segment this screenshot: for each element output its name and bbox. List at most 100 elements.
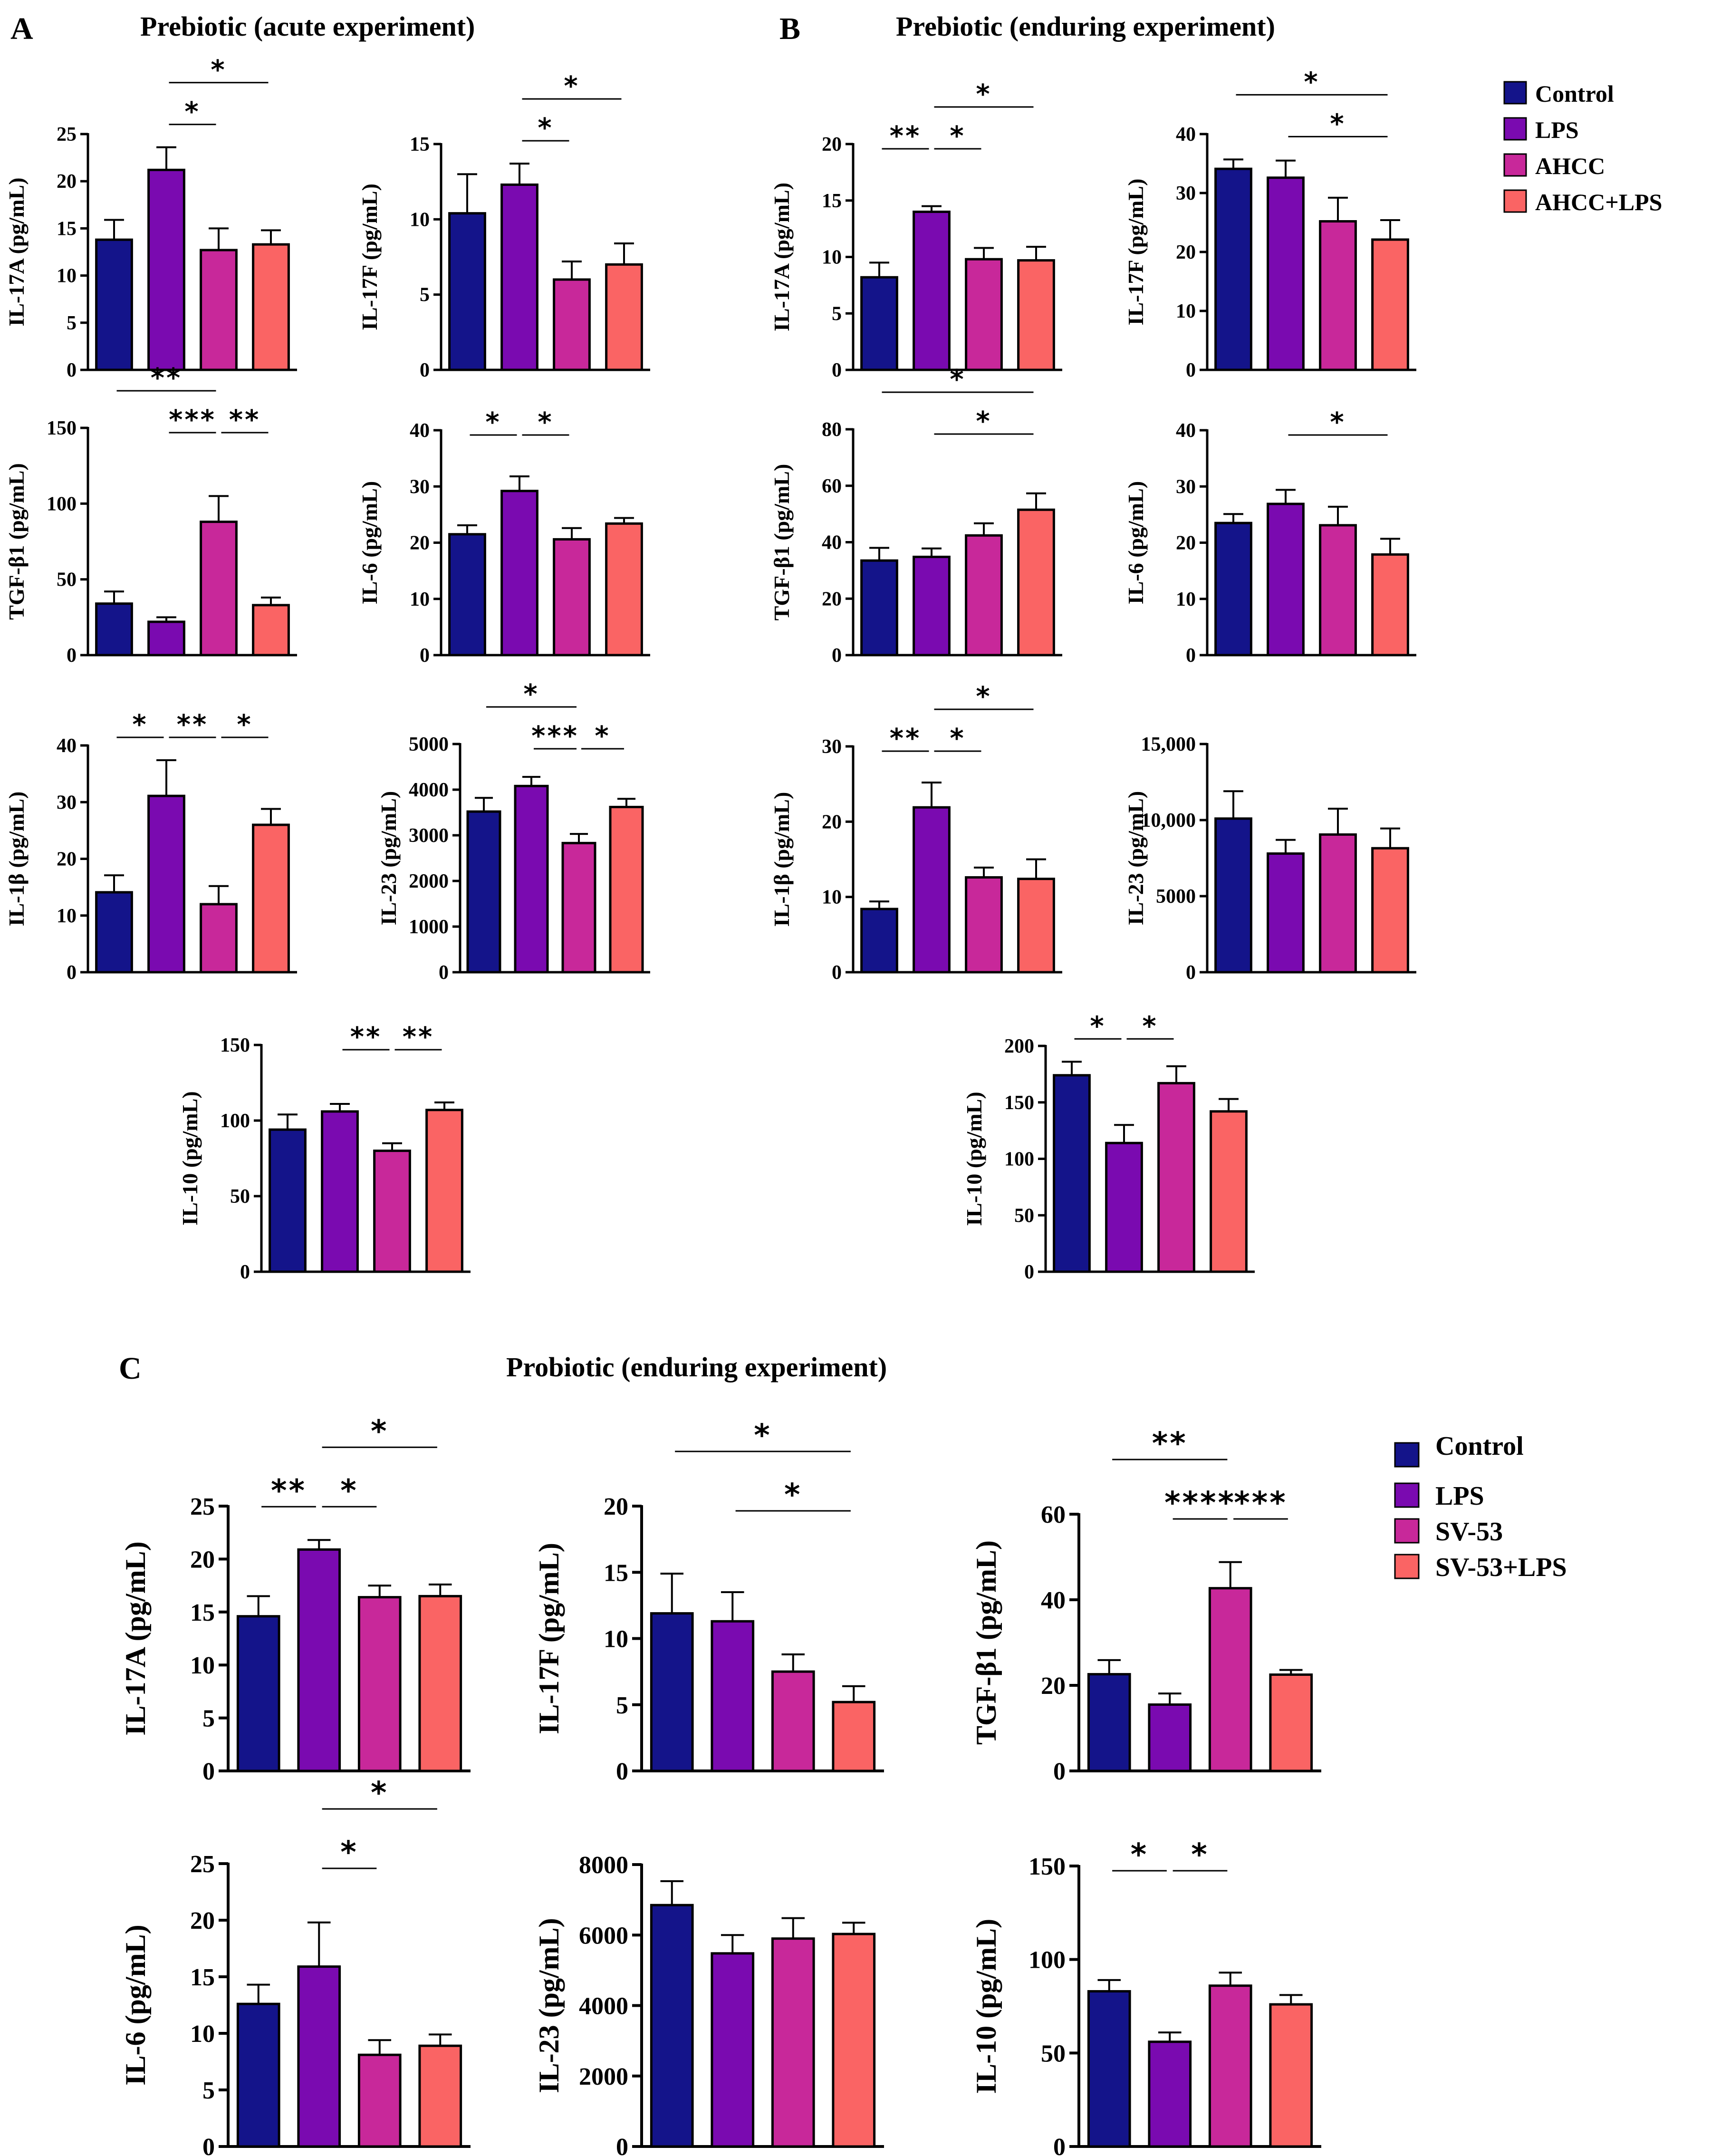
significance-label: *: [1131, 1837, 1148, 1873]
bar-control: [236, 2002, 280, 2148]
significance-label: *: [595, 721, 610, 752]
y-tick-label: 20: [57, 171, 77, 193]
bar-control: [1053, 1074, 1091, 1273]
y-tick-label: 10: [190, 2021, 215, 2048]
bar-control: [466, 810, 501, 974]
chart-a-il17a: 0 5 10 15 20 25 IL-17A (pg/mL) * *: [4, 55, 297, 381]
y-tick-label: 20: [1176, 532, 1196, 554]
bar-ahcc: [1319, 524, 1357, 657]
y-tick-label: 0: [832, 962, 842, 984]
panel-b-title: Prebiotic (enduring experiment): [896, 11, 1275, 42]
significance-label: *: [371, 1776, 388, 1811]
y-tick-label: 25: [57, 124, 77, 145]
y-axis-label: IL-6 (pg/mL): [120, 1924, 151, 2085]
bar-control: [269, 1128, 307, 1273]
bar-lps: [711, 1952, 755, 2148]
y-tick-label: 25: [190, 1851, 215, 1878]
y-tick-label: 10: [190, 1652, 215, 1679]
y-tick-label: 6000: [579, 1922, 628, 1949]
y-tick-label: 4000: [409, 779, 449, 801]
y-tick-label: 10: [822, 247, 842, 269]
significance-label: ***: [169, 405, 216, 435]
significance-label: **: [890, 723, 922, 754]
bar-ahcc-lps: [605, 522, 643, 657]
y-tick-label: 10: [1176, 300, 1196, 322]
significance-label: *: [1191, 1837, 1209, 1873]
significance-label: *: [1142, 1011, 1158, 1042]
legend-ab-swatch-ahcc-lps: [1503, 189, 1527, 213]
bar-control: [448, 212, 486, 371]
significance-label: **: [403, 1022, 434, 1053]
bar-lps: [297, 1965, 341, 2148]
y-tick-label: 50: [57, 569, 77, 591]
significance-label: *: [976, 406, 991, 437]
legend-ab-label-control: Control: [1535, 80, 1614, 107]
y-tick-label: 0: [832, 645, 842, 667]
bar-control: [1087, 1673, 1131, 1772]
y-tick-label: 15: [822, 190, 842, 212]
y-tick-label: 20: [190, 1546, 215, 1573]
y-axis-label: IL-6 (pg/mL): [1124, 481, 1148, 604]
bar-sv-53-lps: [418, 2044, 462, 2148]
panel-c-title: Probiotic (enduring experiment): [506, 1352, 887, 1383]
y-tick-label: 50: [230, 1186, 250, 1208]
bar-ahcc: [1157, 1082, 1195, 1273]
chart-b-il17f: 0 10 20 30 40 IL-17F (pg/mL) * *: [1124, 67, 1416, 381]
legend-c-label-control: Control: [1435, 1431, 1524, 1461]
y-tick-label: 5: [202, 1705, 215, 1732]
bar-sv-53: [1208, 1984, 1252, 2148]
significance-label: ***: [1234, 1486, 1287, 1521]
bar-sv-53: [771, 1937, 815, 2148]
y-tick-label: 0: [67, 359, 77, 381]
bar-ahcc: [373, 1150, 411, 1273]
legend-c-swatch-lps: [1394, 1482, 1420, 1508]
bar-control: [236, 1615, 280, 1772]
y-axis-label: IL-1β (pg/mL): [4, 792, 29, 927]
bar-ahcc-lps: [1371, 553, 1409, 657]
y-tick-label: 20: [57, 849, 77, 870]
legend-c-swatch-control: [1394, 1442, 1420, 1468]
legend-ab-swatch-ahcc: [1503, 153, 1527, 177]
chart-c-il17f: 0 5 10 15 20 IL-17F (pg/mL) * *: [533, 1418, 884, 1785]
bar-sv-53: [357, 1596, 402, 1772]
y-tick-label: 5: [67, 312, 77, 334]
legend-ab-label-ahcc: AHCC: [1535, 153, 1605, 179]
bar-lps: [1267, 852, 1305, 974]
bar-lps: [1267, 503, 1305, 657]
significance-label: **: [1152, 1426, 1188, 1461]
bar-lps: [1148, 1703, 1192, 1772]
bar-ahcc: [553, 538, 591, 657]
y-tick-label: 0: [832, 359, 842, 381]
panel-a-letter: A: [10, 11, 33, 46]
y-axis-label: IL-17A (pg/mL): [120, 1541, 151, 1735]
significance-label: *: [538, 113, 553, 144]
bar-sv-53: [357, 2053, 402, 2148]
panel-c-letter: C: [119, 1351, 142, 1386]
legend-c-swatch-sv53-lps: [1394, 1554, 1420, 1579]
significance-label: *: [950, 723, 965, 754]
significance-label: ***: [531, 721, 579, 752]
y-tick-label: 4000: [579, 1993, 628, 2020]
y-tick-label: 0: [420, 359, 430, 381]
bar-sv-53: [1208, 1587, 1252, 1772]
y-tick-label: 8000: [579, 1852, 628, 1879]
significance-label: *: [371, 1414, 388, 1449]
bar-ahcc-lps: [252, 243, 290, 371]
y-axis-label: IL-6 (pg/mL): [357, 481, 382, 604]
chart-c-il10: 0 50 100 150 IL-10 (pg/mL) * *: [971, 1837, 1321, 2156]
y-tick-label: 3000: [409, 825, 449, 847]
y-tick-label: 5000: [409, 734, 449, 755]
y-tick-label: 30: [1176, 476, 1196, 498]
significance-label: **: [177, 709, 209, 740]
y-axis-label: IL-10 (pg/mL): [971, 1919, 1002, 2094]
bar-control: [860, 908, 898, 974]
bar-control: [650, 1904, 694, 2148]
significance-label: *: [564, 71, 579, 102]
bar-sv-53-lps: [832, 1933, 876, 2148]
y-tick-label: 15: [604, 1559, 628, 1586]
significance-label: *: [1330, 108, 1346, 139]
significance-label: **: [151, 363, 183, 394]
y-tick-label: 50: [1041, 2040, 1066, 2067]
